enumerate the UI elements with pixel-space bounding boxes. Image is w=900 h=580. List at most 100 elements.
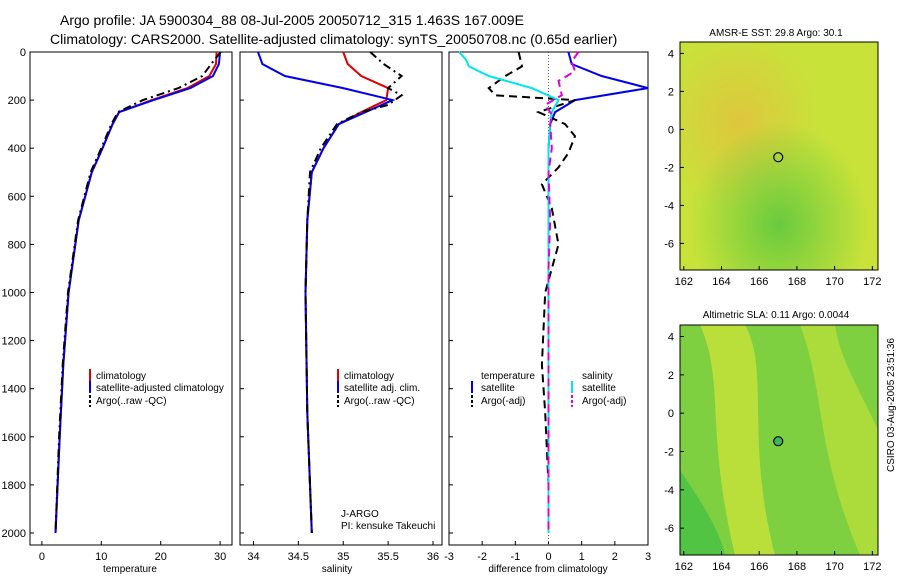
map-y-tick-label: -4	[664, 200, 674, 212]
x-tick-label: 2	[612, 551, 618, 563]
map-x-tick-label: 172	[863, 276, 881, 288]
map-x-tick-label: 162	[675, 276, 693, 288]
series-line-satellite-adjusted-climatology	[54, 51, 222, 534]
map-y-tick-label: -4	[664, 485, 674, 497]
x-tick-label: -3	[444, 551, 454, 563]
legend-label-salinity: salinity	[582, 371, 613, 382]
y-tick-label: 0	[20, 47, 26, 59]
x-tick-label: 30	[214, 551, 226, 563]
x-tick-label: -2	[477, 551, 487, 563]
legend-label-sal-argo: Argo(-adj)	[582, 396, 626, 407]
map-x-tick-label: 168	[788, 276, 806, 288]
map-x-tick-label: 166	[750, 276, 768, 288]
sla-high-band-1	[700, 325, 775, 555]
map-x-tick-label: 170	[825, 561, 843, 573]
legend-label-temp-satellite: satellite	[481, 383, 515, 394]
x-tick-label: 3	[645, 551, 651, 563]
legend-label-satellite: satellite-adjusted climatology	[96, 383, 224, 394]
map-y-tick-label: 0	[668, 408, 674, 420]
legend-label-climatology: climatology	[96, 371, 146, 382]
y-tick-label: 1400	[2, 384, 26, 396]
map-x-tick-label: 166	[750, 561, 768, 573]
y-tick-label: 2000	[2, 528, 26, 540]
series-line-argo-raw-qc-	[304, 51, 404, 534]
figure-title-line2: Climatology: CARS2000. Satellite-adjuste…	[50, 31, 617, 47]
sla-low-patch	[680, 470, 725, 555]
y-tick-label: 800	[8, 239, 26, 251]
map-y-tick-label: -6	[664, 523, 674, 535]
temperature-legend: climatology satellite-adjusted climatolo…	[89, 369, 224, 407]
x-tick-label: 0	[39, 551, 45, 563]
x-tick-label: 0	[545, 551, 551, 563]
profile-location-marker	[773, 436, 784, 447]
map-y-tick-label: 4	[668, 48, 674, 60]
sla-map-title: Altimetric SLA: 0.11 Argo: 0.0044	[703, 310, 850, 321]
sla-map-frame	[679, 324, 879, 556]
y-tick-label: 400	[8, 143, 26, 155]
map-x-tick-label: 164	[712, 561, 730, 573]
difference-xlabel: difference from climatology	[488, 564, 607, 575]
series-line-salinity-argo-adj-	[543, 51, 580, 533]
figure-title-line1: Argo profile: JA 5900304_88 08-Jul-2005 …	[60, 12, 524, 28]
legend-label-argo: Argo(..raw -QC)	[344, 396, 415, 407]
x-tick-label: 34	[247, 551, 259, 563]
sla-high-band-2	[800, 325, 878, 555]
temperature-xlabel: temperature	[103, 564, 157, 575]
map-x-tick-label: 164	[712, 276, 730, 288]
y-tick-label: 200	[8, 95, 26, 107]
x-tick-label: -1	[510, 551, 520, 563]
map-x-tick-label: 172	[863, 561, 881, 573]
map-y-tick-label: 0	[668, 124, 674, 136]
legend-label-temperature: temperature	[481, 371, 535, 382]
sst-map-frame	[679, 41, 879, 271]
profile-location-marker	[773, 152, 784, 163]
map-y-tick-label: -2	[664, 162, 674, 174]
program-label: J-ARGO	[341, 509, 379, 520]
credit-footer: CSIRO 03-Aug-2005 23:51:36	[886, 338, 897, 472]
sla-map: Altimetric SLA: 0.11 Argo: 0.0044 162 164…	[664, 310, 881, 573]
salinity-xlabel: salinity	[322, 564, 353, 575]
y-tick-label: 1800	[2, 480, 26, 492]
map-x-tick-label: 162	[675, 561, 693, 573]
difference-panel: -3 -2 -1 0 1 2 3 difference from climatology t…	[444, 51, 651, 575]
x-tick-label: 35.5	[377, 551, 398, 563]
series-line-temperature-argo-adj-	[487, 51, 577, 533]
map-x-tick-label: 170	[825, 276, 843, 288]
series-line-satellite-adj-clim-	[257, 51, 396, 534]
legend-label-satellite: satellite adj. clim.	[344, 383, 420, 394]
sst-map-title: AMSR-E SST: 29.8 Argo: 30.1	[709, 28, 843, 39]
series-line-argo-raw-qc-	[54, 51, 222, 534]
series-line-climatology	[304, 51, 390, 534]
temperature-panel: 0 10 20 30 0 200 400 600 800 1000 1200 1400 1600 1800…	[2, 47, 233, 575]
temperature-axes	[29, 51, 233, 546]
map-x-tick-label: 168	[788, 561, 806, 573]
x-tick-label: 35	[337, 551, 349, 563]
y-tick-label: 600	[8, 191, 26, 203]
legend-label-climatology: climatology	[344, 371, 394, 382]
salinity-axes	[239, 51, 443, 546]
map-y-tick-label: 2	[668, 370, 674, 382]
sst-cool-patch	[680, 42, 878, 270]
map-y-tick-label: -2	[664, 447, 674, 459]
map-y-tick-label: 4	[668, 332, 674, 344]
x-tick-label: 36	[427, 551, 439, 563]
y-tick-label: 1600	[2, 432, 26, 444]
x-tick-label: 1	[579, 551, 585, 563]
x-tick-label: 10	[95, 551, 107, 563]
map-y-tick-label: -6	[664, 238, 674, 250]
sst-map: AMSR-E SST: 29.8 Argo: 30.1 162 164 166 168…	[664, 28, 881, 288]
pi-label: PI: kensuke Takeuchi	[341, 521, 435, 532]
salinity-panel: 34 34.5 35 35.5 36 salinity climatology sate…	[239, 51, 443, 575]
legend-label-argo: Argo(..raw -QC)	[96, 396, 167, 407]
map-y-tick-label: 2	[668, 86, 674, 98]
x-tick-label: 34.5	[288, 551, 309, 563]
legend-label-temp-argo: Argo(-adj)	[481, 396, 525, 407]
legend-label-sal-satellite: satellite	[582, 383, 616, 394]
x-tick-label: 20	[155, 551, 167, 563]
series-line-salinity-satellite	[458, 51, 560, 533]
salinity-legend: climatology satellite adj. clim. Argo(..…	[337, 369, 420, 407]
series-line-climatology	[54, 51, 218, 534]
y-tick-label: 1000	[2, 287, 26, 299]
y-tick-label: 1200	[2, 336, 26, 348]
